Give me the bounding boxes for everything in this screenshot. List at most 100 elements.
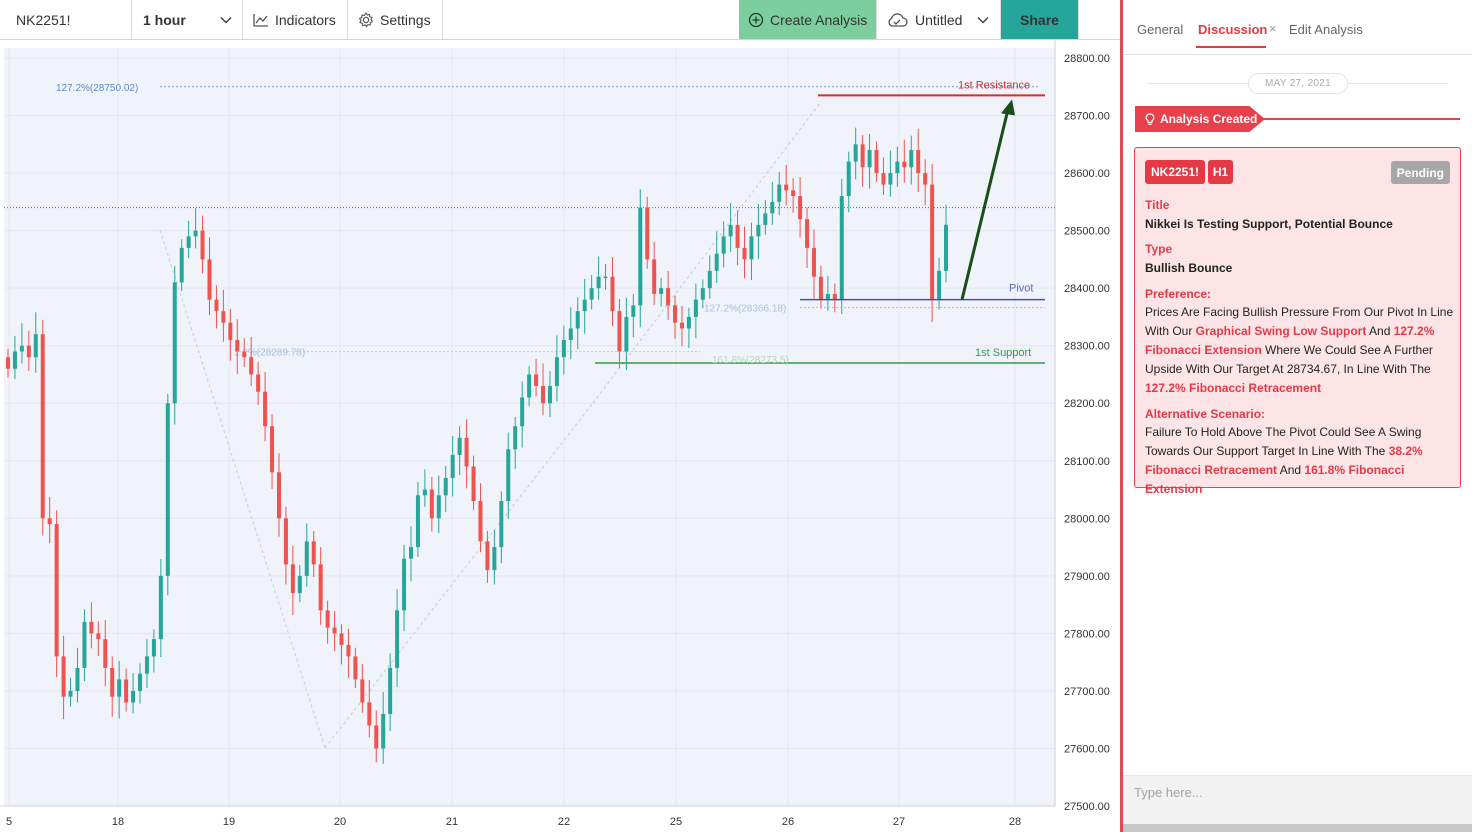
- candle-body: [256, 374, 261, 392]
- y-tick-label: 27900.00: [1064, 571, 1110, 583]
- candle-body: [402, 558, 407, 611]
- candle-body: [276, 472, 281, 519]
- candle-body: [117, 679, 122, 697]
- candle-body: [179, 247, 184, 283]
- y-tick-label: 27800.00: [1064, 628, 1110, 640]
- y-tick-label: 28400.00: [1064, 283, 1110, 295]
- type-label: Type: [1145, 242, 1173, 256]
- candle-body: [388, 667, 393, 714]
- candle-body: [693, 299, 698, 317]
- alternative-label: Alternative Scenario:: [1145, 407, 1266, 421]
- y-tick-label: 28000.00: [1064, 513, 1110, 525]
- candle-body: [214, 299, 219, 312]
- candle-body: [554, 357, 559, 386]
- candle-body: [54, 524, 59, 657]
- candle-body: [242, 351, 247, 358]
- y-tick-label: 28700.00: [1064, 111, 1110, 123]
- candle-body: [916, 150, 921, 174]
- candle-body: [631, 305, 636, 317]
- candle-body: [457, 437, 462, 456]
- candle-body: [923, 173, 928, 185]
- active-tab-indicator: [1196, 46, 1266, 48]
- candle-body: [707, 270, 712, 289]
- candle-body: [61, 656, 66, 697]
- panel-tabs: General Discussion × Edit Analysis: [1123, 0, 1472, 55]
- candle-body: [200, 230, 205, 260]
- interval-select[interactable]: 1 hour: [132, 0, 243, 39]
- preference-text: Prices Are Facing Bullish Pressure From …: [1145, 305, 1454, 395]
- chart-canvas[interactable]: 28800.00 28700.00 28600.00 28500.00 28400.00…: [0, 40, 1120, 832]
- candle-body: [124, 679, 129, 703]
- candle-body: [874, 150, 879, 174]
- candle-body: [68, 690, 73, 697]
- line-chart-icon: [253, 13, 269, 27]
- tab-general[interactable]: General: [1137, 22, 1184, 37]
- x-tick-label: 5: [6, 816, 12, 828]
- candle-body: [770, 201, 775, 214]
- tab-discussion[interactable]: Discussion: [1198, 22, 1268, 37]
- layout-select[interactable]: Untitled: [877, 0, 1001, 39]
- candle-body: [791, 190, 796, 197]
- candle-body: [151, 639, 156, 657]
- candle-body: [638, 207, 643, 306]
- candle-body: [742, 247, 747, 260]
- candle-body: [589, 288, 594, 300]
- candle-body: [207, 259, 212, 300]
- interval-value: 1 hour: [143, 11, 186, 28]
- layout-name: Untitled: [915, 11, 963, 28]
- candle-body: [429, 489, 434, 519]
- candle-body: [172, 282, 177, 404]
- x-tick-label: 21: [446, 816, 458, 828]
- candle-body: [75, 667, 80, 691]
- candle-body: [235, 339, 240, 352]
- candle-body: [700, 288, 705, 300]
- analysis-created-label: Analysis Created: [1160, 112, 1258, 126]
- close-icon[interactable]: ×: [1269, 21, 1277, 36]
- candle-body: [721, 236, 726, 254]
- indicators-button[interactable]: Indicators: [243, 0, 348, 39]
- settings-button[interactable]: Settings: [348, 0, 443, 39]
- lightbulb-icon: [1145, 112, 1155, 126]
- candle-body: [270, 426, 275, 473]
- target-arrow-shaft: [960, 109, 1010, 301]
- symbol-field[interactable]: NK2251!: [0, 0, 132, 39]
- message-input[interactable]: [1123, 776, 1472, 809]
- x-tick-label: 27: [893, 816, 905, 828]
- candle-body: [12, 351, 17, 369]
- chevron-down-icon: [977, 16, 989, 24]
- create-analysis-button[interactable]: Create Analysis: [739, 0, 877, 39]
- candle-body: [82, 621, 87, 668]
- share-button[interactable]: Share: [1001, 0, 1079, 39]
- candle-body: [839, 196, 844, 300]
- x-tick-label: 28: [1009, 816, 1021, 828]
- candle-body: [367, 702, 372, 726]
- candle-body: [471, 466, 476, 502]
- candle-body: [395, 610, 400, 668]
- tab-edit-analysis[interactable]: Edit Analysis: [1289, 22, 1363, 37]
- candle-body: [6, 357, 10, 369]
- timeframe-badge: H1: [1208, 160, 1233, 184]
- candle-body: [297, 575, 302, 594]
- candle-body: [561, 339, 566, 358]
- candle-body: [26, 345, 31, 358]
- candle-body: [811, 247, 816, 277]
- x-tick-label: 26: [782, 816, 794, 828]
- candle-body: [763, 213, 768, 225]
- fib-diagonal: [159, 229, 326, 749]
- panel-divider[interactable]: [1120, 0, 1123, 832]
- y-tick-label: 28200.00: [1064, 398, 1110, 410]
- candle-body: [249, 357, 254, 375]
- candle-body: [443, 478, 448, 496]
- y-tick-label: 28500.00: [1064, 226, 1110, 238]
- candle-body: [193, 230, 198, 237]
- title-label: Title: [1145, 198, 1170, 212]
- type-value: Bullish Bounce: [1145, 261, 1233, 275]
- price-chart[interactable]: 28800.00 28700.00 28600.00 28500.00 28400.00…: [0, 40, 1120, 832]
- candle-body: [749, 236, 754, 260]
- candle-body: [895, 161, 900, 174]
- candle-body: [513, 426, 518, 450]
- candle-body: [110, 667, 115, 697]
- y-tick-label: 27700.00: [1064, 686, 1110, 698]
- candle-body: [617, 311, 622, 352]
- y-tick-label: 28800.00: [1064, 53, 1110, 65]
